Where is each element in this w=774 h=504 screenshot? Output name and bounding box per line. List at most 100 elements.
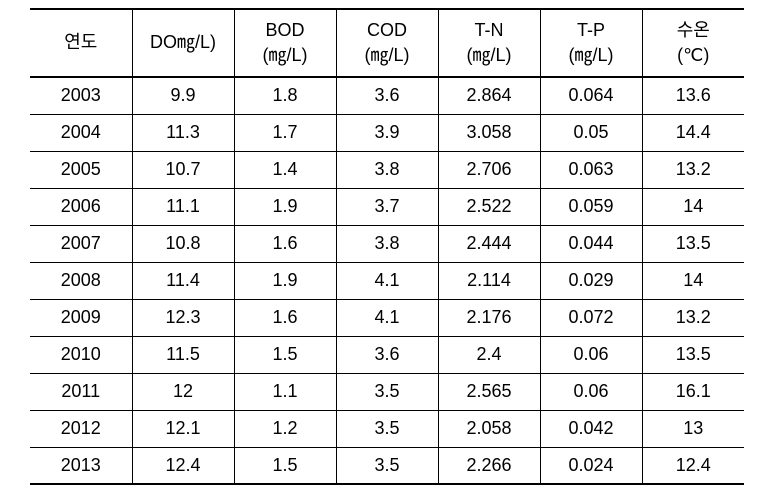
table-cell: 2011 xyxy=(30,373,132,410)
table-cell: 1.4 xyxy=(234,151,336,188)
table-cell: 1.5 xyxy=(234,447,336,484)
col-header-label: T-P xyxy=(541,18,642,43)
table-cell: 16.1 xyxy=(642,373,744,410)
table-cell: 2.864 xyxy=(438,77,540,114)
col-header-do: DO㎎/L) xyxy=(132,9,234,77)
col-header-tp: T-P (㎎/L) xyxy=(540,9,642,77)
col-header-tn: T-N (㎎/L) xyxy=(438,9,540,77)
table-cell: 3.5 xyxy=(336,410,438,447)
table-header-row: 연도 DO㎎/L) BOD (㎎/L) COD (㎎/L) T-N (㎎/L) … xyxy=(30,9,744,77)
table-cell: 2.114 xyxy=(438,262,540,299)
table-cell: 2.058 xyxy=(438,410,540,447)
col-header-label: COD xyxy=(337,18,438,43)
table-cell: 13.6 xyxy=(642,77,744,114)
table-cell: 2009 xyxy=(30,299,132,336)
table-cell: 2.176 xyxy=(438,299,540,336)
table-cell: 3.7 xyxy=(336,188,438,225)
table-row: 201212.11.23.52.0580.04213 xyxy=(30,410,744,447)
col-header-label: 수온 xyxy=(643,18,745,43)
table-cell: 4.1 xyxy=(336,299,438,336)
table-cell: 2.522 xyxy=(438,188,540,225)
table-cell: 1.7 xyxy=(234,114,336,151)
table-cell: 2005 xyxy=(30,151,132,188)
table-cell: 2010 xyxy=(30,336,132,373)
col-header-label: DO㎎/L) xyxy=(133,30,234,55)
table-cell: 2.565 xyxy=(438,373,540,410)
table-cell: 2013 xyxy=(30,447,132,484)
table-cell: 2.4 xyxy=(438,336,540,373)
col-header-label: T-N xyxy=(439,18,540,43)
table-row: 200411.31.73.93.0580.0514.4 xyxy=(30,114,744,151)
table-cell: 0.064 xyxy=(540,77,642,114)
table-body: 20039.91.83.62.8640.06413.6200411.31.73.… xyxy=(30,77,744,484)
col-header-unit: (㎎/L) xyxy=(541,43,642,68)
table-cell: 3.5 xyxy=(336,447,438,484)
table-cell: 3.9 xyxy=(336,114,438,151)
table-row: 2011121.13.52.5650.0616.1 xyxy=(30,373,744,410)
table-cell: 14 xyxy=(642,262,744,299)
table-cell: 13 xyxy=(642,410,744,447)
table-cell: 12 xyxy=(132,373,234,410)
table-cell: 1.8 xyxy=(234,77,336,114)
table-cell: 2008 xyxy=(30,262,132,299)
table-cell: 12.4 xyxy=(132,447,234,484)
col-header-cod: COD (㎎/L) xyxy=(336,9,438,77)
table-cell: 3.8 xyxy=(336,225,438,262)
table-cell: 11.4 xyxy=(132,262,234,299)
table-cell: 11.1 xyxy=(132,188,234,225)
table-cell: 1.2 xyxy=(234,410,336,447)
col-header-label: 연도 xyxy=(30,30,132,55)
table-cell: 2.266 xyxy=(438,447,540,484)
col-header-unit: (㎎/L) xyxy=(439,43,540,68)
col-header-unit: (㎎/L) xyxy=(337,43,438,68)
table-cell: 1.1 xyxy=(234,373,336,410)
col-header-year: 연도 xyxy=(30,9,132,77)
col-header-unit: (℃) xyxy=(643,43,745,68)
table-cell: 1.9 xyxy=(234,188,336,225)
table-cell: 2007 xyxy=(30,225,132,262)
table-cell: 11.3 xyxy=(132,114,234,151)
table-cell: 9.9 xyxy=(132,77,234,114)
table-cell: 3.8 xyxy=(336,151,438,188)
col-header-label: BOD xyxy=(235,18,336,43)
table-cell: 4.1 xyxy=(336,262,438,299)
table-cell: 2004 xyxy=(30,114,132,151)
table-cell: 0.024 xyxy=(540,447,642,484)
table-cell: 0.059 xyxy=(540,188,642,225)
table-cell: 1.6 xyxy=(234,225,336,262)
table-cell: 14.4 xyxy=(642,114,744,151)
table-cell: 12.4 xyxy=(642,447,744,484)
table-cell: 12.1 xyxy=(132,410,234,447)
table-cell: 3.6 xyxy=(336,336,438,373)
water-quality-table: 연도 DO㎎/L) BOD (㎎/L) COD (㎎/L) T-N (㎎/L) … xyxy=(30,8,744,485)
table-cell: 13.5 xyxy=(642,225,744,262)
table-row: 201011.51.53.62.40.0613.5 xyxy=(30,336,744,373)
table-cell: 0.06 xyxy=(540,373,642,410)
table-cell: 3.6 xyxy=(336,77,438,114)
table-row: 20039.91.83.62.8640.06413.6 xyxy=(30,77,744,114)
table-cell: 2.706 xyxy=(438,151,540,188)
table-cell: 2.444 xyxy=(438,225,540,262)
table-cell: 14 xyxy=(642,188,744,225)
table-row: 200611.11.93.72.5220.05914 xyxy=(30,188,744,225)
col-header-temp: 수온 (℃) xyxy=(642,9,744,77)
table-cell: 2012 xyxy=(30,410,132,447)
table-cell: 2006 xyxy=(30,188,132,225)
table-cell: 0.072 xyxy=(540,299,642,336)
table-row: 200510.71.43.82.7060.06313.2 xyxy=(30,151,744,188)
table-cell: 13.5 xyxy=(642,336,744,373)
table-cell: 1.9 xyxy=(234,262,336,299)
table-cell: 0.05 xyxy=(540,114,642,151)
table-row: 200710.81.63.82.4440.04413.5 xyxy=(30,225,744,262)
table-cell: 12.3 xyxy=(132,299,234,336)
table-cell: 0.063 xyxy=(540,151,642,188)
col-header-bod: BOD (㎎/L) xyxy=(234,9,336,77)
table-cell: 0.044 xyxy=(540,225,642,262)
table-cell: 1.6 xyxy=(234,299,336,336)
table-cell: 3.058 xyxy=(438,114,540,151)
col-header-unit: (㎎/L) xyxy=(235,43,336,68)
table-cell: 2003 xyxy=(30,77,132,114)
table-row: 200912.31.64.12.1760.07213.2 xyxy=(30,299,744,336)
table-row: 200811.41.94.12.1140.02914 xyxy=(30,262,744,299)
table-cell: 13.2 xyxy=(642,299,744,336)
